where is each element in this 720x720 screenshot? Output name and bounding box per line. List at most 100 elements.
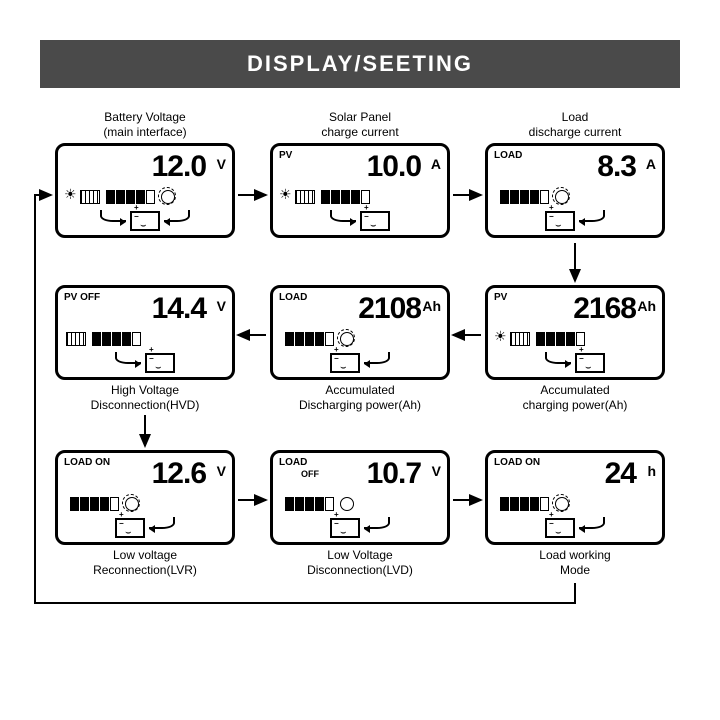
battery-level-bar bbox=[500, 190, 549, 204]
battery-icon bbox=[330, 518, 360, 538]
flow-arrow-out-right-icon bbox=[577, 519, 607, 537]
lcd-panel: LOAD ON12.6V bbox=[55, 450, 235, 545]
caption: Battery Voltage(main interface) bbox=[55, 110, 235, 140]
bulb-icon bbox=[555, 190, 569, 204]
flow-arrow-out-right-icon bbox=[362, 354, 392, 372]
solar-panel-icon bbox=[510, 332, 530, 346]
reading-unit: V bbox=[432, 463, 441, 479]
battery-row bbox=[58, 518, 232, 538]
battery-row bbox=[488, 353, 662, 373]
mode-label: LOAD ON bbox=[64, 457, 110, 468]
icons-row bbox=[279, 186, 441, 208]
battery-icon bbox=[130, 211, 160, 231]
icons-row bbox=[494, 186, 656, 208]
icons-row bbox=[279, 328, 441, 350]
battery-level-bar bbox=[500, 497, 549, 511]
reading-unit: A bbox=[431, 156, 441, 172]
flow-arrow-in-right-icon bbox=[577, 212, 607, 230]
screen-r1c1: Battery Voltage(main interface) 12.0 V bbox=[55, 110, 235, 238]
screen-r3c3: LOAD ON 24 h Load workingMode bbox=[485, 450, 665, 578]
icons-row bbox=[494, 328, 656, 350]
mode-label: PV bbox=[279, 150, 292, 161]
header-bar: DISPLAY/SEETING bbox=[40, 40, 680, 88]
header-title: DISPLAY/SEETING bbox=[247, 51, 473, 77]
lcd-panel: LOAD 2108Ah bbox=[270, 285, 450, 380]
caption: Low voltageReconnection(LVR) bbox=[55, 548, 235, 578]
bulb-icon bbox=[340, 332, 354, 346]
reading-unit: Ah bbox=[637, 298, 656, 314]
battery-row bbox=[488, 518, 662, 538]
mode-label: LOAD bbox=[494, 150, 522, 161]
icons-row bbox=[494, 493, 656, 515]
mode-label: LOAD bbox=[279, 292, 307, 303]
mode-label: PV bbox=[494, 292, 507, 303]
flow-arrow-in-left-icon bbox=[328, 212, 358, 230]
mode-label: PV OFF bbox=[64, 292, 100, 303]
screen-r1c3: Loaddischarge current LOAD 8.3 A bbox=[485, 110, 665, 238]
solar-panel-icon bbox=[80, 190, 100, 204]
flow-arrow-in-left-icon bbox=[543, 354, 573, 372]
mode-label: LOAD ON bbox=[494, 457, 540, 468]
bulb-icon bbox=[555, 497, 569, 511]
caption: AccumulatedDischarging power(Ah) bbox=[270, 383, 450, 413]
icons-row bbox=[64, 328, 226, 350]
reading-value: 24 bbox=[605, 457, 636, 491]
screen-r2c2: LOAD 2108Ah AccumulatedDischarging power(A… bbox=[270, 285, 450, 413]
reading-unit: V bbox=[217, 156, 226, 172]
sun-icon bbox=[64, 190, 78, 204]
sun-icon bbox=[279, 190, 293, 204]
flow-arrow-in-left-icon bbox=[98, 212, 128, 230]
reading-unit: Ah bbox=[422, 298, 441, 314]
screen-r3c1: LOAD ON12.6VLow voltageReconnection(LVR) bbox=[55, 450, 235, 578]
bulb-icon bbox=[161, 190, 175, 204]
lcd-panel: PV2168Ah bbox=[485, 285, 665, 380]
reading-unit: h bbox=[647, 463, 656, 479]
reading-value: 12.0 bbox=[152, 150, 206, 184]
solar-panel-icon bbox=[66, 332, 86, 346]
caption: Accumulatedcharging power(Ah) bbox=[485, 383, 665, 413]
caption: Loaddischarge current bbox=[485, 110, 665, 140]
reading-value: 10.7 bbox=[367, 457, 421, 491]
reading-value: 14.4 bbox=[152, 292, 206, 326]
battery-row bbox=[58, 353, 232, 373]
reading-value: 10.0 bbox=[367, 150, 421, 184]
solar-panel-icon bbox=[295, 190, 315, 204]
flow-arrow-in-left-icon bbox=[113, 354, 143, 372]
mode-sublabel: OFF bbox=[301, 469, 319, 479]
battery-level-bar bbox=[536, 332, 585, 346]
lcd-panel: 12.0 V bbox=[55, 143, 235, 238]
lcd-panel: PV OFF 14.4 V bbox=[55, 285, 235, 380]
battery-level-bar bbox=[106, 190, 155, 204]
reading-value: 2108 bbox=[358, 292, 421, 326]
flow-arrow-out-right-icon bbox=[362, 519, 392, 537]
caption: Load workingMode bbox=[485, 548, 665, 578]
battery-row bbox=[58, 211, 232, 231]
battery-level-bar bbox=[321, 190, 370, 204]
reading-value: 8.3 bbox=[597, 150, 636, 184]
screen-r2c3: PV2168AhAccumulatedcharging power(Ah) bbox=[485, 285, 665, 413]
flow-arrow-in-right-icon bbox=[162, 212, 192, 230]
caption: Low VoltageDisconnection(LVD) bbox=[270, 548, 450, 578]
battery-icon bbox=[575, 353, 605, 373]
battery-icon bbox=[545, 518, 575, 538]
battery-icon bbox=[330, 353, 360, 373]
bulb-icon bbox=[125, 497, 139, 511]
reading-unit: A bbox=[646, 156, 656, 172]
battery-icon bbox=[545, 211, 575, 231]
screen-r3c2: LOADOFF10.7VLow VoltageDisconnection(LVD… bbox=[270, 450, 450, 578]
battery-level-bar bbox=[285, 332, 334, 346]
battery-level-bar bbox=[92, 332, 141, 346]
screen-r1c2: Solar Panelcharge currentPV10.0A bbox=[270, 110, 450, 238]
battery-row bbox=[273, 211, 447, 231]
reading-unit: V bbox=[217, 298, 226, 314]
battery-level-bar bbox=[285, 497, 334, 511]
icons-row bbox=[64, 493, 226, 515]
battery-row bbox=[273, 353, 447, 373]
battery-row bbox=[488, 211, 662, 231]
bulb-icon bbox=[340, 497, 354, 511]
screen-r2c1: PV OFF14.4VHigh VoltageDisconnection(HVD… bbox=[55, 285, 235, 413]
lcd-panel: LOADOFF10.7V bbox=[270, 450, 450, 545]
battery-row bbox=[273, 518, 447, 538]
battery-level-bar bbox=[70, 497, 119, 511]
icons-row bbox=[279, 493, 441, 515]
